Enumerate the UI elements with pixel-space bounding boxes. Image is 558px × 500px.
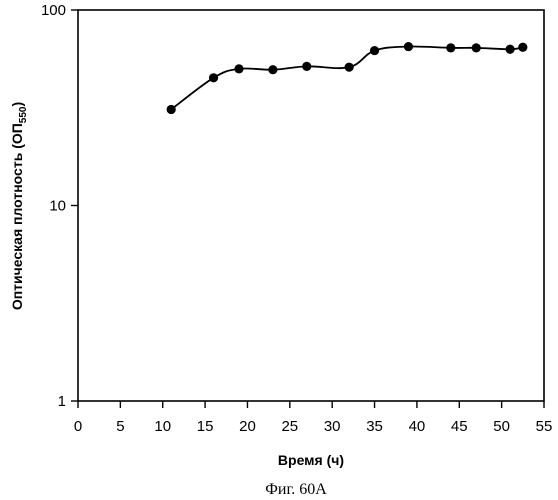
data-point xyxy=(234,64,243,73)
y-axis-title-close: ) xyxy=(9,102,25,107)
y-tick-label: 1 xyxy=(58,393,66,410)
y-tick-label: 100 xyxy=(41,2,66,19)
x-tick-label: 45 xyxy=(451,418,468,435)
data-point xyxy=(345,63,354,72)
figure-caption: Фиг. 60А xyxy=(265,481,327,498)
y-axis-title: Оптическая плотность (ОП550) xyxy=(9,102,29,310)
x-axis-ticks: 0 5 10 15 20 25 30 35 40 45 50 55 xyxy=(74,401,553,435)
x-tick-label: 40 xyxy=(409,418,426,435)
data-point xyxy=(518,43,527,52)
y-axis-title-main: Оптическая плотность (ОП xyxy=(9,123,25,310)
x-tick-label: 0 xyxy=(74,418,82,435)
data-point xyxy=(446,43,455,52)
x-tick-label: 50 xyxy=(493,418,510,435)
plot-area xyxy=(78,10,544,401)
x-tick-label: 10 xyxy=(154,418,171,435)
x-tick-label: 5 xyxy=(116,418,124,435)
x-tick-label: 20 xyxy=(239,418,256,435)
x-tick-label: 25 xyxy=(281,418,298,435)
data-point xyxy=(302,62,311,71)
y-axis-ticks: 1 10 100 xyxy=(41,2,78,410)
x-tick-label: 15 xyxy=(197,418,214,435)
data-point xyxy=(370,46,379,55)
data-point xyxy=(167,105,176,114)
data-point xyxy=(472,43,481,52)
x-tick-label: 55 xyxy=(536,418,553,435)
x-tick-label: 30 xyxy=(324,418,341,435)
y-tick-label: 10 xyxy=(49,198,66,215)
data-point xyxy=(209,73,218,82)
x-axis-title: Время (ч) xyxy=(278,452,344,468)
y-axis-title-subscript: 550 xyxy=(18,106,29,123)
data-point xyxy=(404,42,413,51)
x-tick-label: 35 xyxy=(366,418,383,435)
data-point xyxy=(506,45,515,54)
data-point xyxy=(268,65,277,74)
